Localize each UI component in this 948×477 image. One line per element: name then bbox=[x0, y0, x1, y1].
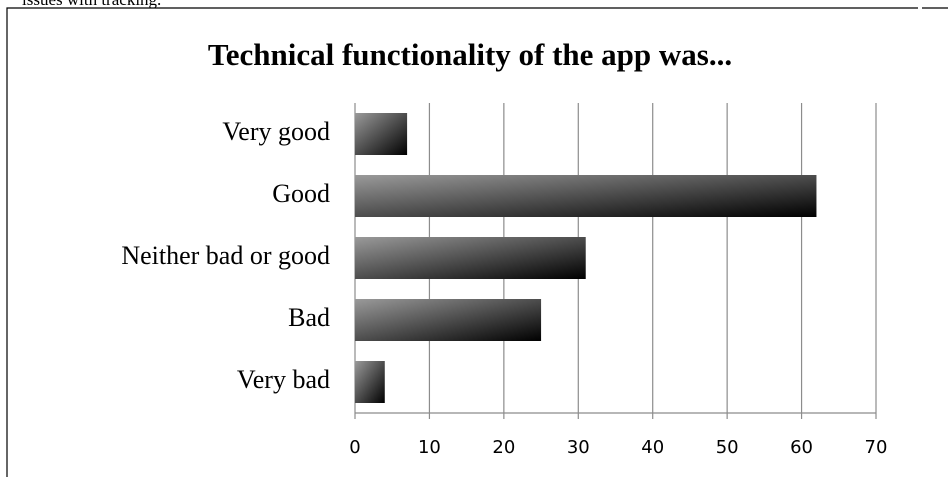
bar bbox=[355, 175, 817, 217]
y-tick-label: Very good bbox=[222, 117, 330, 146]
chart-border bbox=[6, 7, 948, 477]
y-tick-label: Good bbox=[272, 179, 330, 208]
x-tick-label: 60 bbox=[790, 437, 813, 458]
y-tick-label: Neither bad or good bbox=[121, 241, 330, 270]
chart-title: Technical functionality of the app was..… bbox=[208, 37, 732, 72]
text-above: issues with tracking. bbox=[22, 0, 161, 9]
x-tick-label: 20 bbox=[492, 437, 515, 458]
bar bbox=[355, 113, 408, 155]
y-tick-label: Very bad bbox=[237, 365, 330, 394]
x-tick-label: 0 bbox=[349, 437, 360, 458]
bar bbox=[355, 237, 586, 279]
x-tick-label: 10 bbox=[418, 437, 441, 458]
x-tick-label: 70 bbox=[865, 437, 888, 458]
x-tick-label: 30 bbox=[567, 437, 590, 458]
bar bbox=[355, 361, 385, 403]
x-tick-label: 40 bbox=[641, 437, 664, 458]
x-tick-label: 50 bbox=[716, 437, 739, 458]
bar bbox=[355, 299, 542, 341]
y-tick-label: Bad bbox=[288, 303, 330, 332]
